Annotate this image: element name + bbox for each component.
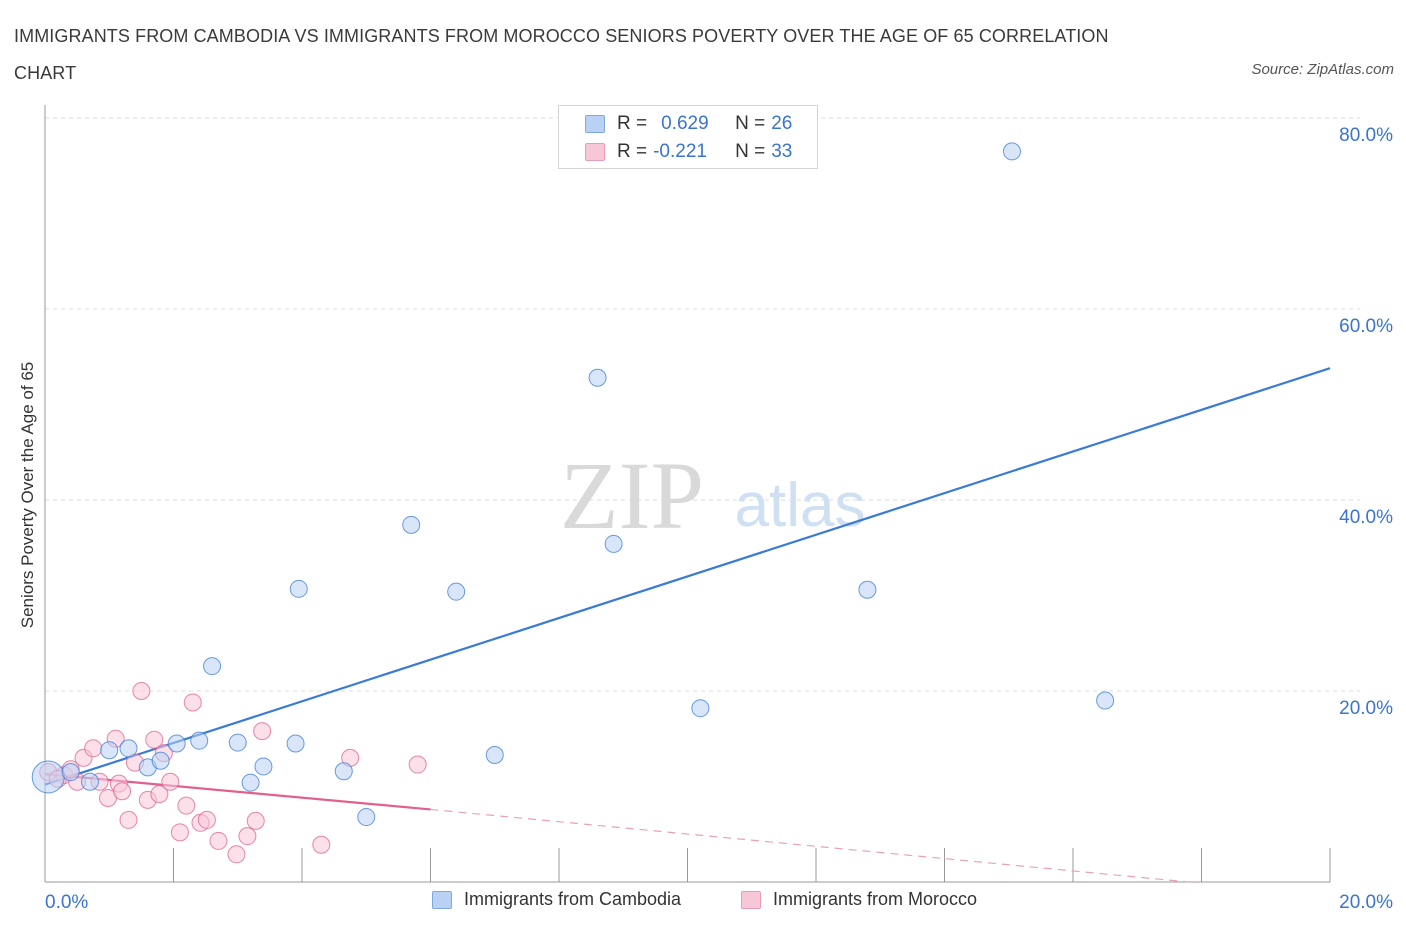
point-morocco <box>246 811 265 830</box>
trend-line-morocco-extension <box>430 808 1189 883</box>
bottom-legend-cambodia: Immigrants from Cambodia <box>432 889 681 910</box>
point-cambodia <box>402 515 421 534</box>
watermark: ZIP atlas <box>560 442 865 549</box>
y-tick-label: 80.0% <box>1339 125 1393 146</box>
correlation-legend: R = 0.629 N = 26 R = -0.221 N = 33 <box>558 105 818 169</box>
point-morocco <box>132 682 151 700</box>
point-morocco <box>209 831 228 850</box>
point-cambodia <box>100 741 119 760</box>
point-morocco <box>84 739 103 758</box>
point-cambodia <box>151 751 170 770</box>
point-cambodia <box>357 808 376 827</box>
bottom-legend-swatch-cambodia <box>432 890 452 909</box>
axes <box>44 105 1331 883</box>
point-cambodia <box>286 734 305 753</box>
point-morocco <box>253 722 272 741</box>
trend-lines <box>44 367 1331 883</box>
point-cambodia <box>447 582 466 601</box>
legend-r-value: -0.221 <box>653 141 707 162</box>
trend-line-morocco <box>44 772 431 811</box>
point-morocco <box>408 755 427 774</box>
point-cambodia <box>228 733 247 752</box>
data-points <box>31 142 1115 864</box>
legend-r-label: R = <box>617 113 648 134</box>
point-cambodia <box>61 763 80 782</box>
point-cambodia <box>858 580 877 599</box>
legend-row-cambodia: R = 0.629 N = 26 <box>585 112 792 136</box>
point-morocco <box>312 835 331 854</box>
point-cambodia <box>1096 691 1115 710</box>
point-cambodia <box>289 579 308 598</box>
point-cambodia <box>80 772 99 791</box>
point-cambodia <box>1002 142 1021 161</box>
source-label: Source: ZipAtlas.com <box>1251 61 1394 78</box>
y-tick-label: 20.0% <box>1339 698 1393 719</box>
point-cambodia <box>588 368 607 387</box>
legend-swatch-cambodia <box>585 115 605 133</box>
point-cambodia <box>31 760 65 794</box>
point-morocco <box>119 810 138 829</box>
point-cambodia <box>190 731 209 750</box>
bottom-legend-label-cambodia: Immigrants from Cambodia <box>464 889 682 909</box>
legend-r-value: 0.629 <box>661 113 709 134</box>
point-cambodia <box>334 762 353 781</box>
x-tick-label: 0.0% <box>45 892 88 913</box>
point-morocco <box>197 810 216 829</box>
watermark-zip: ZIP <box>560 442 704 549</box>
point-cambodia <box>604 534 623 553</box>
point-morocco <box>113 782 132 801</box>
point-morocco <box>238 827 257 846</box>
point-morocco <box>227 845 246 864</box>
bottom-legend-label-morocco: Immigrants from Morocco <box>773 889 978 909</box>
legend-n-value: 33 <box>771 141 793 162</box>
point-morocco <box>161 772 180 791</box>
point-morocco <box>177 796 196 815</box>
watermark-atlas: atlas <box>735 471 866 540</box>
point-cambodia <box>485 745 504 764</box>
grid-lines <box>45 117 1360 692</box>
point-cambodia <box>203 657 222 676</box>
legend-n-label: N = <box>735 141 766 162</box>
chart-title: IMMIGRANTS FROM CAMBODIA VS IMMIGRANTS F… <box>14 26 1109 83</box>
y-tick-label: 40.0% <box>1339 507 1393 528</box>
legend-r-label: R = <box>617 141 648 162</box>
point-cambodia <box>167 734 186 753</box>
bottom-legend-morocco: Immigrants from Morocco <box>741 889 977 910</box>
y-tick-label: 60.0% <box>1339 316 1393 337</box>
point-cambodia <box>691 699 710 718</box>
point-morocco <box>150 785 169 804</box>
legend-swatch-morocco <box>585 143 605 161</box>
trend-line-cambodia <box>44 367 1331 786</box>
legend-n-value: 26 <box>771 113 793 134</box>
legend-n-label: N = <box>735 113 766 134</box>
legend-row-morocco: R = -0.221 N = 33 <box>585 140 792 164</box>
point-morocco <box>145 730 164 749</box>
tick-labels: 20.0% 40.0% 60.0% 80.0% 0.0% 20.0% <box>45 125 1393 913</box>
point-morocco <box>183 693 202 712</box>
point-cambodia <box>241 773 260 792</box>
point-cambodia <box>254 757 273 776</box>
x-tick-label: 20.0% <box>1339 892 1393 913</box>
bottom-legend-swatch-morocco <box>741 890 761 909</box>
point-morocco <box>170 823 189 842</box>
point-cambodia <box>119 739 138 758</box>
